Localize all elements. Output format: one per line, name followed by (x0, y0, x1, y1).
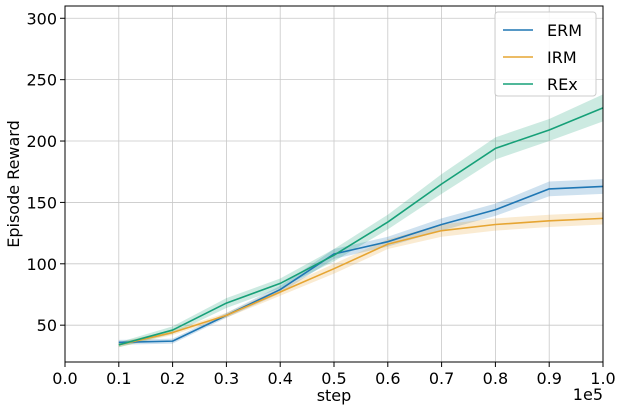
rex-line (118, 107, 604, 346)
x-axis-label: step (317, 386, 352, 405)
x-tick-label: 0.0 (52, 369, 77, 388)
x-axis-offset-label: 1e5 (573, 385, 603, 404)
legend-label-rex: REx (547, 75, 578, 94)
legend-label-irm: IRM (547, 48, 577, 67)
y-axis-ticks: 50 100 150 200 250 300 (26, 9, 65, 335)
x-tick-label: 0.5 (321, 369, 346, 388)
x-tick-label: 0.7 (429, 369, 454, 388)
y-tick-label: 50 (37, 316, 57, 335)
y-axis-label: Episode Reward (4, 120, 23, 248)
x-tick-label: 1.0 (590, 369, 615, 388)
x-tick-label: 0.1 (106, 369, 131, 388)
y-tick-label: 250 (26, 71, 57, 90)
erm-band (118, 179, 604, 345)
x-tick-label: 0.3 (214, 369, 239, 388)
x-tick-label: 0.8 (483, 369, 508, 388)
x-axis-ticks: 0.0 0.1 0.2 0.3 0.4 0.5 0.6 0.7 0.8 0.9 1.0 (52, 362, 616, 388)
y-tick-label: 200 (26, 132, 57, 151)
irm-line (118, 217, 604, 346)
y-tick-label: 150 (26, 193, 57, 212)
legend-label-erm: ERM (547, 21, 582, 40)
series-lines (118, 107, 604, 346)
x-tick-label: 0.9 (536, 369, 561, 388)
legend: ERM IRM REx (494, 11, 597, 97)
x-tick-label: 0.4 (267, 369, 292, 388)
y-tick-label: 300 (26, 9, 57, 28)
y-tick-label: 100 (26, 255, 57, 274)
x-tick-label: 0.6 (375, 369, 400, 388)
legend-box (494, 11, 597, 97)
erm-line (118, 185, 604, 344)
x-tick-label: 0.2 (160, 369, 185, 388)
